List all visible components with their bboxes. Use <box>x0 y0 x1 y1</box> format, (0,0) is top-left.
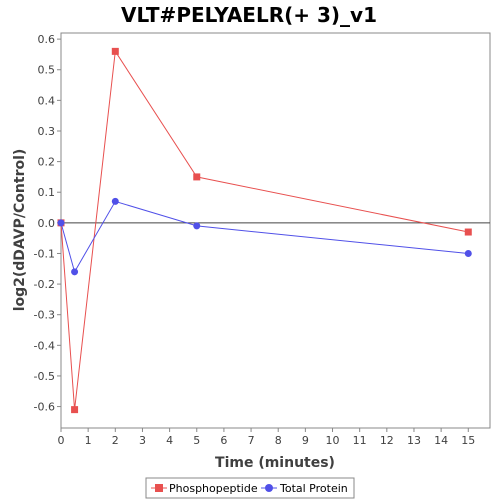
legend-marker-total-protein <box>265 484 273 492</box>
data-point-phosphopeptide <box>464 228 472 236</box>
legend-box <box>145 477 355 499</box>
y-tick-label: -0.3 <box>34 309 55 322</box>
data-point-phosphopeptide <box>111 47 119 55</box>
plot-area <box>60 32 491 429</box>
legend: Phosphopeptide Total Protein <box>145 477 355 499</box>
x-axis: 0 1 2 3 4 5 6 7 8 9 10 11 12 13 14 15 <box>58 428 475 447</box>
legend-label-total-protein: Total Protein <box>279 482 348 495</box>
data-point-phosphopeptide <box>71 406 79 414</box>
y-tick-label: 0.4 <box>38 94 56 107</box>
chart-title: VLT#PELYAELR(+ 3)_v1 <box>121 3 377 27</box>
x-tick-label: 9 <box>302 434 309 447</box>
x-tick-label: 15 <box>461 434 475 447</box>
y-tick-label: 0.2 <box>38 156 56 169</box>
x-tick-label: 3 <box>139 434 146 447</box>
x-tick-label: 14 <box>434 434 448 447</box>
data-point-total-protein <box>193 222 201 230</box>
data-point-total-protein <box>57 219 65 227</box>
x-tick-label: 10 <box>326 434 340 447</box>
data-point-total-protein <box>71 268 79 276</box>
y-tick-label: -0.4 <box>34 339 55 352</box>
series-layer <box>57 47 472 414</box>
data-point-phosphopeptide <box>193 173 201 181</box>
x-tick-label: 5 <box>193 434 200 447</box>
data-point-total-protein <box>111 197 119 205</box>
x-axis-label: Time (minutes) <box>215 455 335 471</box>
legend-marker-phosphopeptide <box>155 484 163 492</box>
y-tick-label: 0.3 <box>38 125 56 138</box>
legend-label-phosphopeptide: Phosphopeptide <box>169 482 258 495</box>
x-tick-label: 11 <box>353 434 367 447</box>
y-tick-label: -0.2 <box>34 278 55 291</box>
y-tick-label: -0.5 <box>34 370 55 383</box>
y-axis-label: log2(dDAVP/Control) <box>12 149 28 312</box>
y-axis: -0.6 -0.5 -0.4 -0.3 -0.2 -0.1 0.0 0.1 0.2 0.3 0.4 0… <box>34 33 61 414</box>
y-tick-label: 0.1 <box>38 186 56 199</box>
x-tick-label: 13 <box>407 434 421 447</box>
x-tick-label: 8 <box>275 434 282 447</box>
y-tick-label: -0.6 <box>34 401 55 414</box>
x-tick-label: 12 <box>380 434 394 447</box>
y-tick-label: 0.0 <box>38 217 56 230</box>
data-point-total-protein <box>464 249 472 257</box>
y-tick-label: -0.1 <box>34 247 55 260</box>
x-tick-label: 1 <box>85 434 92 447</box>
y-tick-label: 0.6 <box>38 33 56 46</box>
x-tick-label: 7 <box>248 434 255 447</box>
x-tick-label: 0 <box>58 434 65 447</box>
x-tick-label: 6 <box>220 434 227 447</box>
y-tick-label: 0.5 <box>38 64 56 77</box>
x-tick-label: 4 <box>166 434 173 447</box>
x-tick-label: 2 <box>112 434 119 447</box>
